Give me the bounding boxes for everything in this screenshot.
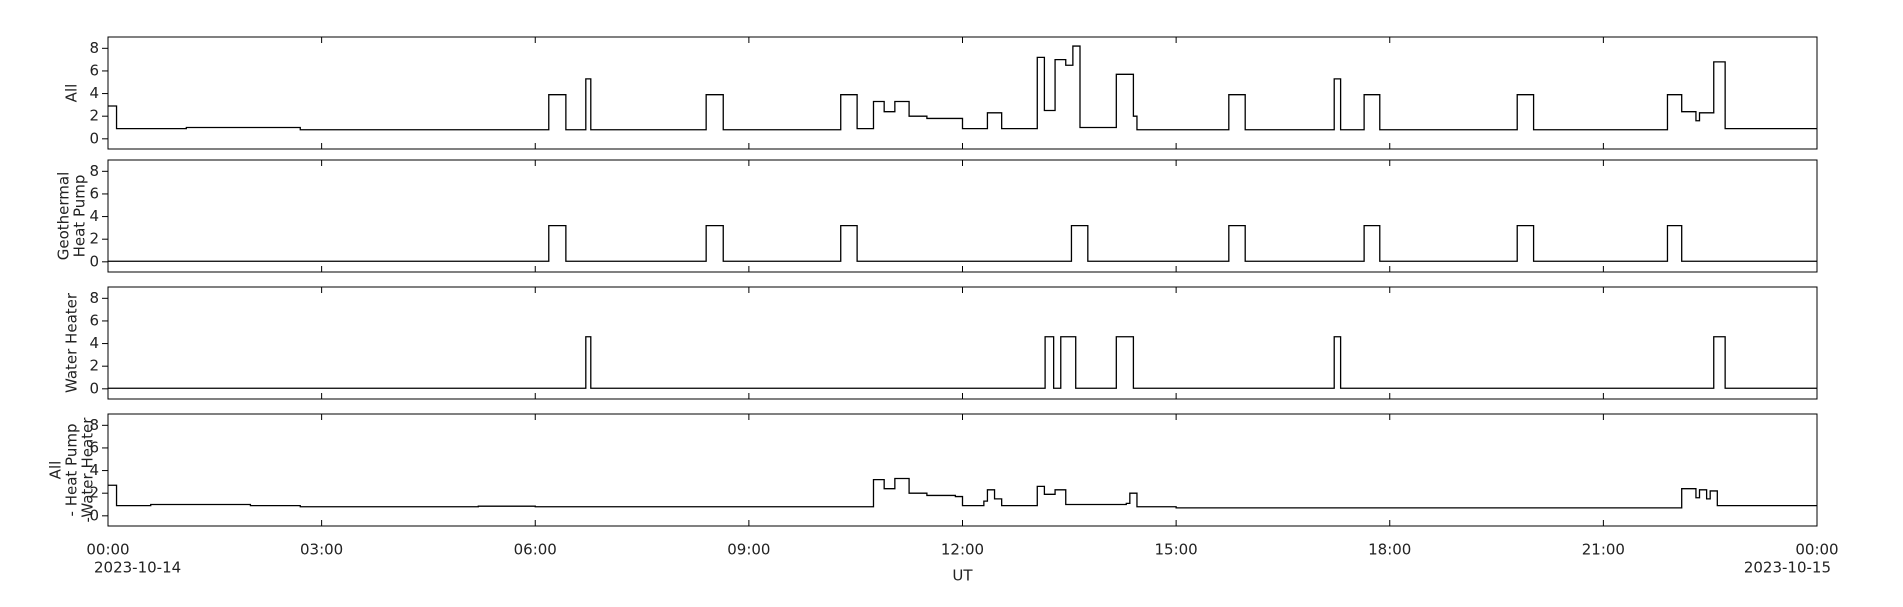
data-line [108,477,1817,509]
x-tick-label: 00:00 [86,541,129,559]
y-axis-label: Geothermal [55,172,73,261]
x-tick-date: 2023-10-15 [1744,559,1831,577]
y-tick-label: 2 [89,107,99,125]
y-axis-label: Water Heater [63,292,81,393]
y-tick-label: 8 [89,289,99,307]
x-axis-label: UT [952,567,973,585]
y-tick-label: 8 [89,162,99,180]
panel-frame [107,413,1818,527]
y-tick-label: 8 [89,39,99,57]
x-tick-date: 2023-10-14 [94,559,181,577]
y-tick-label: 0 [89,379,99,397]
y-tick-label: 0 [89,252,99,270]
y-tick-label: 6 [89,311,99,329]
panel-frame [107,286,1818,400]
x-tick-label: 09:00 [727,541,770,559]
y-axis-label: All [47,461,65,480]
data-line [108,336,1817,389]
y-tick-label: 6 [89,184,99,202]
x-tick-label: 06:00 [514,541,557,559]
y-tick-label: 4 [89,334,99,352]
x-tick-label: 12:00 [941,541,984,559]
y-tick-label: 4 [89,461,99,479]
x-tick-label: 03:00 [300,541,343,559]
y-tick-label: 4 [89,207,99,225]
x-tick-label: 21:00 [1582,541,1625,559]
x-tick-label: 15:00 [1155,541,1198,559]
y-axis-label: All [63,84,81,103]
y-tick-label: 4 [89,84,99,102]
y-tick-label: 6 [89,61,99,79]
y-axis-label: Heat Pump [71,175,89,258]
data-line [108,224,1817,262]
y-tick-label: 0 [89,506,99,524]
data-line [108,45,1817,131]
y-tick-label: 2 [89,484,99,502]
x-tick-label: 00:00 [1795,541,1838,559]
y-tick-label: 2 [89,357,99,375]
y-axis-label: -Water Heater [79,417,97,523]
y-tick-label: 2 [89,230,99,248]
x-tick-label: 18:00 [1368,541,1411,559]
panel-frame [107,159,1818,273]
y-tick-label: 8 [89,416,99,434]
y-tick-label: 0 [89,129,99,147]
panel-frame [107,36,1818,150]
y-axis-label: - Heat Pump [63,424,81,517]
y-tick-label: 6 [89,438,99,456]
